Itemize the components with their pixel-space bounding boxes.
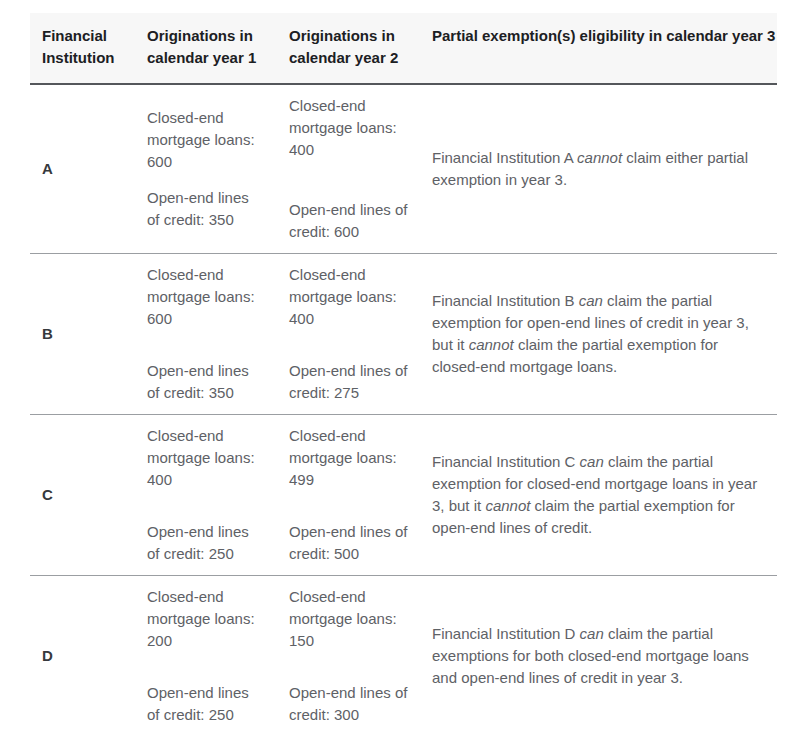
institution-label-a: A xyxy=(30,84,135,254)
originations-year1-c: Closed-end mortgage loans: 400 Open-end … xyxy=(135,415,277,576)
originations-year1-b: Closed-end mortgage loans: 600 Open-end … xyxy=(135,254,277,415)
open-end-lines-of-credit-year1-d: Open-end lines of credit: 250 xyxy=(147,682,265,726)
table-row-institution-b: B Closed-end mortgage loans: 600 Open-en… xyxy=(30,254,777,415)
eligibility-cell-b: Financial Institution B can claim the pa… xyxy=(420,254,777,415)
closed-end-mortgage-loans-year2-a: Closed-end mortgage loans: 400 xyxy=(289,95,408,161)
originations-year2-a: Closed-end mortgage loans: 400 Open-end … xyxy=(277,84,420,254)
header-originations-year-1: Originations in calendar year 1 xyxy=(135,13,277,84)
table-row-institution-d: D Closed-end mortgage loans: 200 Open-en… xyxy=(30,576,777,735)
open-end-lines-of-credit-year2-b: Open-end lines of credit: 275 xyxy=(289,360,408,404)
originations-year1-d: Closed-end mortgage loans: 200 Open-end … xyxy=(135,576,277,735)
open-end-lines-of-credit-year1-b: Open-end lines of credit: 350 xyxy=(147,360,265,404)
closed-end-mortgage-loans-year2-c: Closed-end mortgage loans: 499 xyxy=(289,425,408,491)
header-partial-exemption-eligibility: Partial exemption(s) eligibility in cale… xyxy=(420,13,777,84)
eligibility-text-c: Financial Institution C can claim the pa… xyxy=(432,451,765,539)
originations-year2-b: Closed-end mortgage loans: 400 Open-end … xyxy=(277,254,420,415)
open-end-lines-of-credit-year1-c: Open-end lines of credit: 250 xyxy=(147,521,265,565)
eligibility-cell-c: Financial Institution C can claim the pa… xyxy=(420,415,777,576)
eligibility-cell-a: Financial Institution A cannot claim eit… xyxy=(420,84,777,254)
closed-end-mortgage-loans-year2-d: Closed-end mortgage loans: 150 xyxy=(289,586,408,652)
closed-end-mortgage-loans-year1-d: Closed-end mortgage loans: 200 xyxy=(147,586,265,652)
table-row-institution-a: A Closed-end mortgage loans: 600 Open-en… xyxy=(30,84,777,254)
closed-end-mortgage-loans-year1-c: Closed-end mortgage loans: 400 xyxy=(147,425,265,491)
header-originations-year-2: Originations in calendar year 2 xyxy=(277,13,420,84)
institution-label-d: D xyxy=(30,576,135,735)
closed-end-mortgage-loans-year1-a: Closed-end mortgage loans: 600 xyxy=(147,107,265,173)
open-end-lines-of-credit-year1-a: Open-end lines of credit: 350 xyxy=(147,187,265,231)
header-financial-institution: Financial Institution xyxy=(30,13,135,84)
institution-label-c: C xyxy=(30,415,135,576)
closed-end-mortgage-loans-year2-b: Closed-end mortgage loans: 400 xyxy=(289,264,408,330)
table-row-institution-c: C Closed-end mortgage loans: 400 Open-en… xyxy=(30,415,777,576)
originations-year1-a: Closed-end mortgage loans: 600 Open-end … xyxy=(135,84,277,254)
institution-label-b: B xyxy=(30,254,135,415)
eligibility-cell-d: Financial Institution D can claim the pa… xyxy=(420,576,777,735)
table-header-row: Financial Institution Originations in ca… xyxy=(30,13,777,84)
open-end-lines-of-credit-year2-c: Open-end lines of credit: 500 xyxy=(289,521,408,565)
originations-year2-d: Closed-end mortgage loans: 150 Open-end … xyxy=(277,576,420,735)
eligibility-text-a: Financial Institution A cannot claim eit… xyxy=(432,147,765,191)
eligibility-text-d: Financial Institution D can claim the pa… xyxy=(432,623,765,689)
open-end-lines-of-credit-year2-a: Open-end lines of credit: 600 xyxy=(289,199,408,243)
page: Financial Institution Originations in ca… xyxy=(0,0,800,735)
originations-year2-c: Closed-end mortgage loans: 499 Open-end … xyxy=(277,415,420,576)
open-end-lines-of-credit-year2-d: Open-end lines of credit: 300 xyxy=(289,682,408,726)
partial-exemption-eligibility-table: Financial Institution Originations in ca… xyxy=(30,13,777,735)
closed-end-mortgage-loans-year1-b: Closed-end mortgage loans: 600 xyxy=(147,264,265,330)
eligibility-text-b: Financial Institution B can claim the pa… xyxy=(432,290,765,378)
